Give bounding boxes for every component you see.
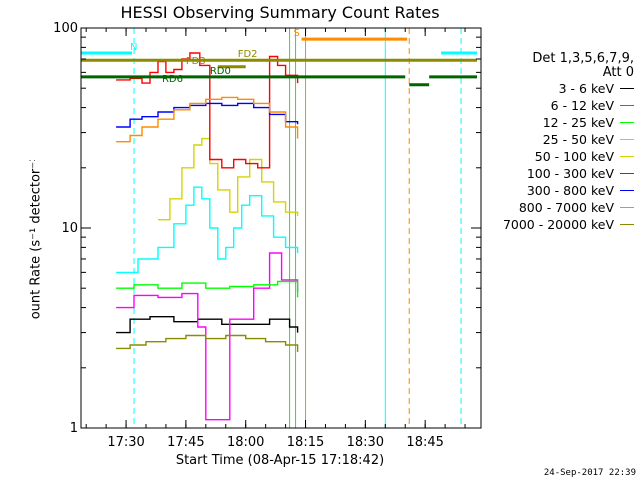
y-tick-label-1: 10 xyxy=(61,221,78,236)
legend-swatch xyxy=(620,139,634,140)
legend-item-3: 25 - 50 keV xyxy=(488,131,634,148)
y-tick-label-2: 100 xyxy=(53,21,78,36)
legend-item-4: 50 - 100 keV xyxy=(488,148,634,165)
series-line-3 xyxy=(116,186,299,274)
axes: 1 10 100 17:30 17:45 18:00 18:15 18:30 18:45 xyxy=(53,21,482,450)
chart-title: HESSI Observing Summary Count Rates xyxy=(120,3,440,22)
legend-item-0: 3 - 6 keV xyxy=(488,80,634,97)
legend-swatch xyxy=(620,173,634,174)
legend-item-label: 300 - 800 keV xyxy=(526,183,614,198)
x-axis-label: Start Time (08-Apr-15 17:18:42) xyxy=(175,453,385,468)
legend-swatch xyxy=(620,122,634,123)
vertical-marker-lines xyxy=(133,28,462,428)
legend-item-6: 300 - 800 keV xyxy=(488,182,634,199)
legend-item-label: 7000 - 20000 keV xyxy=(502,217,614,232)
x-tick-label-3: 18:15 xyxy=(287,435,324,450)
legend-item-label: 6 - 12 keV xyxy=(550,98,614,113)
y-axis-label-text: Count Rate (s⁻¹ detector⁻¹) xyxy=(29,160,44,320)
series-line-5 xyxy=(116,52,299,169)
legend-item-label: 12 - 25 keV xyxy=(542,115,614,130)
x-tick-label-0: 17:30 xyxy=(107,435,144,450)
legend-item-1: 6 - 12 keV xyxy=(488,97,634,114)
legend-swatch xyxy=(620,156,634,157)
legend-swatch xyxy=(620,105,634,106)
series-line-4 xyxy=(158,137,299,221)
legend-header-line-1: Att 0 xyxy=(602,65,634,80)
legend-swatch xyxy=(620,88,634,89)
footer-timestamp: 24-Sep-2017 22:39 xyxy=(543,468,636,478)
legend-item-8: 7000 - 20000 keV xyxy=(488,216,634,233)
legend-item-5: 100 - 300 keV xyxy=(488,165,634,182)
series-line-8 xyxy=(116,334,299,352)
legend-item-label: 25 - 50 keV xyxy=(542,132,614,147)
series-line-7 xyxy=(116,96,299,143)
flag-label-0: N xyxy=(130,42,137,53)
flag-label-4: RD0 xyxy=(210,66,231,77)
y-axis-label: Count Rate (s⁻¹ detector⁻¹) xyxy=(29,160,44,320)
legend-rows: 3 - 6 keV 6 - 12 keV 12 - 25 keV 25 - 50 ke… xyxy=(488,80,634,233)
legend-item-2: 12 - 25 keV xyxy=(488,114,634,131)
flag-label-5: RD6 xyxy=(162,74,183,85)
flag-bars: N S FD2 FD3 RD0 RD6 xyxy=(81,28,478,87)
x-tick-label-5: 18:45 xyxy=(406,435,443,450)
series-line-6 xyxy=(116,102,299,128)
legend-item-label: 3 - 6 keV xyxy=(558,81,614,96)
x-tick-label-2: 18:00 xyxy=(227,435,264,450)
legend-item-label: 800 - 7000 keV xyxy=(518,200,614,215)
x-tick-label-1: 17:45 xyxy=(167,435,204,450)
flag-label-1: S xyxy=(294,28,300,39)
legend-item-label: 50 - 100 keV xyxy=(534,149,614,164)
plot-frame xyxy=(80,27,482,429)
legend-swatch xyxy=(620,190,634,191)
series-line-0 xyxy=(116,316,299,334)
y-tick-label-0: 1 xyxy=(70,421,78,436)
flag-label-2: FD2 xyxy=(238,49,258,60)
legend-item-7: 800 - 7000 keV xyxy=(488,199,634,216)
legend-swatch xyxy=(620,224,634,225)
legend-item-label: 100 - 300 keV xyxy=(526,166,614,181)
legend-header-line-0: Det 1,3,5,6,7,9, xyxy=(532,51,634,66)
series-line-1 xyxy=(116,252,299,421)
legend: Det 1,3,5,6,7,9, Att 0 3 - 6 keV 6 - 12 ke… xyxy=(488,52,634,233)
legend-swatch xyxy=(620,207,634,208)
x-tick-label-4: 18:30 xyxy=(347,435,384,450)
series-lines xyxy=(116,52,299,421)
flag-label-3: FD3 xyxy=(186,56,206,67)
series-line-2 xyxy=(116,280,299,298)
legend-header: Det 1,3,5,6,7,9, Att 0 xyxy=(488,52,634,80)
